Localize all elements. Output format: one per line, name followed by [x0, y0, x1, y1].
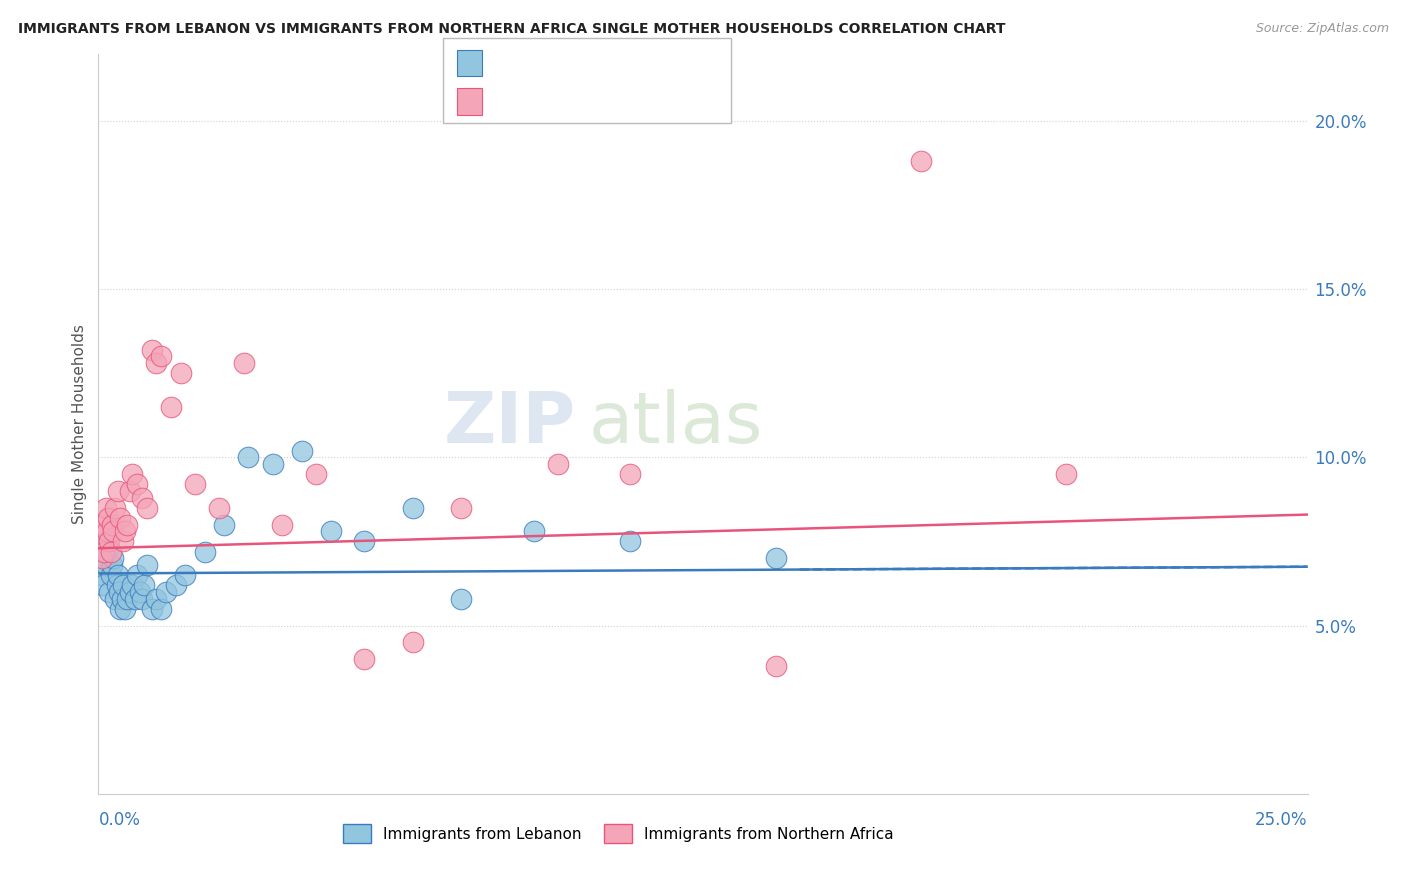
Point	[271, 517, 294, 532]
Point	[93, 551, 115, 566]
Legend: Immigrants from Lebanon, Immigrants from Northern Africa: Immigrants from Lebanon, Immigrants from…	[337, 818, 900, 849]
Text: R = 0.029   N = 46: R = 0.029 N = 46	[494, 45, 678, 63]
Point	[450, 591, 472, 606]
Point	[145, 591, 167, 606]
Point	[107, 568, 129, 582]
Point	[262, 457, 284, 471]
Point	[290, 443, 312, 458]
Point	[90, 558, 112, 572]
Point	[101, 551, 124, 566]
Point	[98, 585, 121, 599]
Point	[619, 467, 641, 482]
Point	[91, 568, 114, 582]
Point	[765, 551, 787, 566]
Point	[111, 578, 134, 592]
Point	[100, 568, 122, 582]
Point	[160, 400, 183, 414]
Point	[135, 558, 157, 572]
Point	[107, 585, 129, 599]
Point	[104, 500, 127, 515]
Point	[91, 551, 114, 566]
Point	[353, 652, 375, 666]
Point	[547, 457, 569, 471]
Point	[100, 544, 122, 558]
Point	[910, 154, 932, 169]
Point	[118, 483, 141, 498]
Point	[1054, 467, 1077, 482]
Point	[107, 483, 129, 498]
Point	[212, 517, 235, 532]
Point	[111, 591, 134, 606]
Point	[135, 500, 157, 515]
Text: R = 0.026   N = 40: R = 0.026 N = 40	[494, 82, 678, 101]
Point	[101, 558, 124, 572]
Point	[523, 524, 546, 539]
Point	[97, 534, 120, 549]
Point	[101, 524, 124, 539]
Text: 25.0%: 25.0%	[1256, 811, 1308, 829]
Point	[96, 544, 118, 558]
Y-axis label: Single Mother Households: Single Mother Households	[72, 324, 87, 524]
Point	[141, 343, 163, 357]
Point	[305, 467, 328, 482]
Point	[108, 602, 131, 616]
Point	[101, 517, 124, 532]
Point	[94, 500, 117, 515]
Point	[174, 568, 197, 582]
Point	[91, 517, 114, 532]
Point	[127, 477, 149, 491]
Point	[111, 534, 134, 549]
Point	[131, 591, 153, 606]
Point	[121, 578, 143, 592]
Point	[128, 585, 150, 599]
Point	[97, 511, 120, 525]
Point	[98, 534, 121, 549]
Point	[194, 544, 217, 558]
Text: IMMIGRANTS FROM LEBANON VS IMMIGRANTS FROM NORTHERN AFRICA SINGLE MOTHER HOUSEHO: IMMIGRANTS FROM LEBANON VS IMMIGRANTS FR…	[18, 22, 1005, 37]
Point	[134, 578, 156, 592]
Point	[765, 659, 787, 673]
Point	[619, 534, 641, 549]
Point	[450, 500, 472, 515]
Point	[208, 500, 231, 515]
Point	[402, 500, 425, 515]
Point	[127, 568, 149, 582]
Point	[238, 450, 260, 465]
Point	[114, 524, 136, 539]
Point	[117, 591, 139, 606]
Point	[121, 467, 143, 482]
Text: atlas: atlas	[588, 389, 762, 458]
Point	[184, 477, 207, 491]
Point	[108, 511, 131, 525]
Point	[93, 544, 115, 558]
Point	[155, 585, 177, 599]
Point	[319, 524, 342, 539]
Point	[353, 534, 375, 549]
Point	[96, 524, 118, 539]
Point	[94, 558, 117, 572]
Point	[145, 356, 167, 370]
Point	[141, 602, 163, 616]
Point	[90, 534, 112, 549]
Point	[118, 585, 141, 599]
Point	[117, 517, 139, 532]
Point	[124, 591, 146, 606]
Point	[232, 356, 254, 370]
Text: 0.0%: 0.0%	[98, 811, 141, 829]
Text: ZIP: ZIP	[444, 389, 576, 458]
Point	[104, 591, 127, 606]
Point	[150, 602, 173, 616]
Point	[114, 602, 136, 616]
Point	[131, 491, 153, 505]
Text: Source: ZipAtlas.com: Source: ZipAtlas.com	[1256, 22, 1389, 36]
Point	[91, 578, 114, 592]
Point	[150, 350, 173, 364]
Point	[105, 578, 128, 592]
Point	[169, 366, 191, 380]
Point	[402, 635, 425, 649]
Point	[165, 578, 187, 592]
